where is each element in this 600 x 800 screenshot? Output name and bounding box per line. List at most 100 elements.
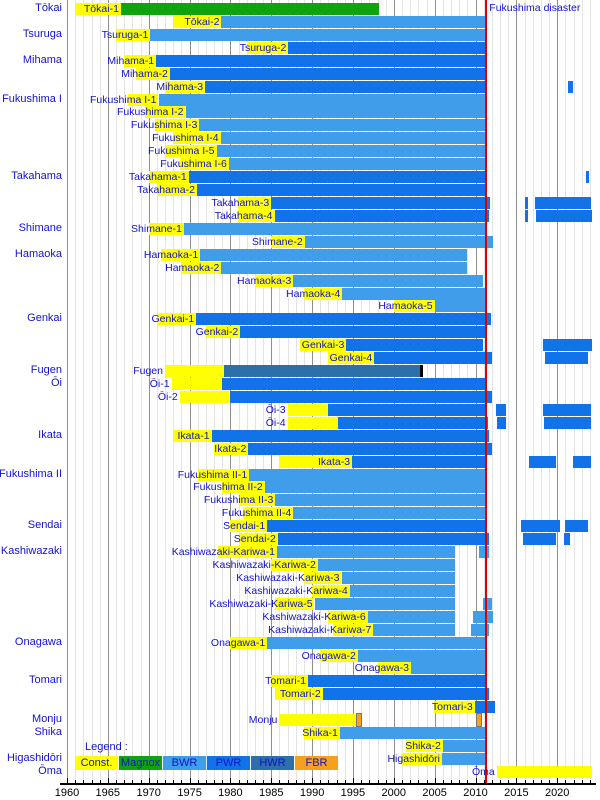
reactor-bar-segment-bwr xyxy=(442,740,486,752)
reactor-bar-segment-pwr xyxy=(169,67,486,80)
x-axis-tick xyxy=(540,780,542,783)
reactor-bar-segment-bwr xyxy=(293,274,483,287)
reactor-bar-segment-const xyxy=(246,41,289,54)
reactor-label: Hamaoka-2 xyxy=(165,261,220,274)
fukushima-disaster-annotation: Fukushima disaster xyxy=(489,2,581,14)
reactor-bar-segment-const xyxy=(254,274,294,287)
x-axis-tick xyxy=(254,780,256,783)
reactor-bar-segment-const xyxy=(287,403,328,416)
x-axis-tick xyxy=(148,778,150,783)
reactor-label: Ikata-3 xyxy=(318,455,351,468)
reactor-label: Hamaoka-5 xyxy=(378,300,433,313)
reactor-bar-segment-const xyxy=(173,429,212,442)
reactor-label: Hamaoka-3 xyxy=(237,274,292,287)
x-axis-tick xyxy=(116,780,117,783)
reactor-bar-segment-bwr xyxy=(221,261,468,274)
gridline-minor xyxy=(540,0,542,783)
x-axis-tick xyxy=(287,780,289,783)
x-axis-tick-label: 2000 xyxy=(381,787,407,799)
reactor-bar-segment-pwr xyxy=(248,442,492,455)
reactor-bar-segment-const xyxy=(275,688,323,701)
reactor-label: Shika-1 xyxy=(302,727,338,740)
reactor-label: Kashiwazaki-Kariwa-4 xyxy=(244,584,348,597)
reactor-bar-segment-const xyxy=(214,442,249,455)
reactor-bar-segment-bwr xyxy=(185,106,486,119)
reactor-bar-segment-bwr xyxy=(434,300,487,313)
reactor-bar-segment-const xyxy=(271,235,305,248)
gridline-minor xyxy=(156,0,158,783)
reactor-bar-segment-const xyxy=(303,727,340,740)
gridline-minor xyxy=(532,0,534,783)
reactor-bar-segment-const xyxy=(148,222,184,235)
reactor-label: Takahama-2 xyxy=(137,184,195,196)
legend-title: Legend : xyxy=(85,741,128,753)
reactor-label: Ikata-1 xyxy=(177,429,210,442)
x-axis-tick xyxy=(99,780,101,783)
x-axis-tick-label: 2015 xyxy=(504,787,529,799)
reactor-bar-segment-pwr xyxy=(156,54,486,67)
gridline-minor xyxy=(549,0,550,783)
reactor-bar-segment-const xyxy=(75,3,121,15)
reactor-bar-segment-const xyxy=(287,416,339,429)
fukushima-disaster-line xyxy=(485,0,488,783)
x-axis-tick xyxy=(132,780,134,783)
reactor-label: Ōi-4 xyxy=(265,416,286,429)
reactor-label: Fukushima I-1 xyxy=(89,93,157,106)
reactor-bar-segment-const xyxy=(218,546,277,559)
reactor-label: Tomari-2 xyxy=(279,688,321,701)
x-axis-tick xyxy=(467,780,469,783)
gridline-major xyxy=(557,0,559,783)
reactor-bar-segment-pwr xyxy=(524,196,528,209)
reactor-bar-segment-pwr xyxy=(288,41,487,54)
x-axis-tick xyxy=(589,780,591,783)
reactor-bar-segment-const xyxy=(237,209,275,222)
reactor-label: Fukushima I-4 xyxy=(152,132,219,145)
reactor-bar-segment-bwr xyxy=(277,546,456,559)
reactor-bar-segment-bwr xyxy=(349,584,456,597)
reactor-bar-segment-const xyxy=(238,494,276,507)
reactor-bar-segment-bwr xyxy=(304,235,493,248)
x-axis-tick xyxy=(410,780,412,783)
gridline-minor xyxy=(173,0,175,783)
x-axis-tick xyxy=(205,780,207,783)
site-label: Shimane xyxy=(18,221,62,234)
x-axis-tick xyxy=(385,780,387,783)
legend-swatch-fbr: FBR xyxy=(295,756,338,770)
reactor-bar-segment-pwr xyxy=(327,403,487,416)
reactor-label: Takahama-4 xyxy=(214,209,273,222)
x-axis-tick xyxy=(532,780,534,783)
reactor-label: Genkai-1 xyxy=(151,313,195,326)
x-axis-tick xyxy=(581,780,583,783)
gridline-minor xyxy=(83,0,85,783)
reactor-bar-segment-pwr xyxy=(205,80,487,93)
x-axis-tick xyxy=(402,780,403,783)
site-label: Monju xyxy=(32,713,62,726)
reactor-bar-segment-pwr xyxy=(536,209,592,222)
reactor-bar-segment-const xyxy=(496,765,593,778)
site-label: Fugen xyxy=(30,364,62,376)
reactor-bar-segment-const xyxy=(332,623,374,636)
reactor-bar-segment-pwr xyxy=(585,171,590,184)
reactor-bar-segment-bwr xyxy=(470,623,489,636)
reactor-bar-segment-const xyxy=(144,106,186,119)
x-axis-tick xyxy=(557,778,559,783)
x-axis-tick xyxy=(271,778,273,783)
reactor-bar-segment-bwr xyxy=(317,559,456,571)
x-axis-tick xyxy=(483,780,485,783)
x-axis-tick xyxy=(303,780,305,783)
reactor-label: Hamaoka-1 xyxy=(143,248,199,261)
site-label: Tsuruga xyxy=(22,27,62,40)
reactor-bar-segment-pwr xyxy=(563,533,571,546)
x-axis-tick xyxy=(197,780,199,783)
x-axis-tick xyxy=(393,778,395,783)
reactor-bar-segment-const xyxy=(173,15,222,28)
x-axis-tick xyxy=(263,780,265,783)
reactor-label: Ōi-3 xyxy=(265,403,286,416)
reactor-label: Onagawa-2 xyxy=(301,649,356,662)
site-label: Hamaoka xyxy=(14,247,62,260)
reactor-label: Fukushima II-4 xyxy=(221,507,292,520)
reactor-bar-segment-pwr xyxy=(240,326,486,339)
reactor-bar-segment-bwr xyxy=(220,132,486,145)
reactor-label: Ōi-2 xyxy=(157,390,178,403)
reactor-label: Kashiwazaki-Kariwa-1 xyxy=(171,546,275,559)
